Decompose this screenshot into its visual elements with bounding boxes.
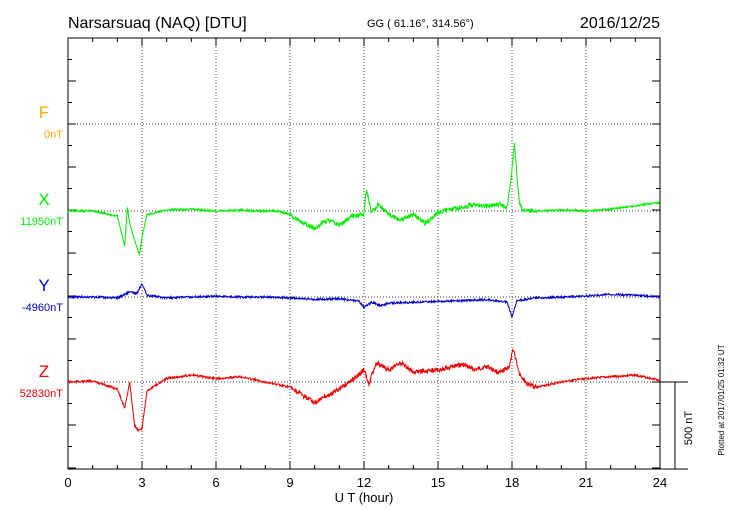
station-title: Narsarsuaq (NAQ) [DTU] [68,15,247,32]
x-axis-label: U T (hour) [335,490,394,505]
series-line-x [67,142,661,256]
series-labels: F 0nT X 11950nT Y -4960nT Z 52830nT [20,103,64,400]
series-name-z: Z [39,362,49,381]
x-tick-label: 3 [138,475,145,490]
x-tick-label: 21 [579,475,593,490]
series-line-y [67,283,661,318]
x-tick-label: 24 [653,475,667,490]
series-name-x: X [38,190,49,209]
x-tick-label: 0 [64,475,71,490]
x-tick-label: 12 [357,475,371,490]
scale-bar-label: 500 nT [683,411,695,446]
x-tick-label: 18 [505,475,519,490]
grid-lines [68,38,660,469]
x-tick-labels: 0 3 6 9 12 15 18 21 24 [64,475,667,490]
series-baseline-f: 0nT [44,129,63,141]
series-baseline-z: 52830nT [20,388,64,400]
station-coordinates: GG ( 61.16°, 314.56°) [367,18,474,30]
series-name-y: Y [38,276,49,295]
series-baseline-y: -4960nT [22,302,63,314]
x-tick-label: 9 [286,475,293,490]
series-baseline-x: 11950nT [20,216,63,228]
x-tick-label: 6 [212,475,219,490]
series-lines [67,142,661,433]
plot-date: 2016/12/25 [580,15,660,32]
series-line-z [67,347,661,433]
series-name-f: F [39,103,49,122]
scale-bar: 500 nT [660,381,695,470]
plotted-timestamp: Plotted at 2017/01/25 01:32 UT [717,344,726,455]
x-tick-label: 15 [431,475,445,490]
